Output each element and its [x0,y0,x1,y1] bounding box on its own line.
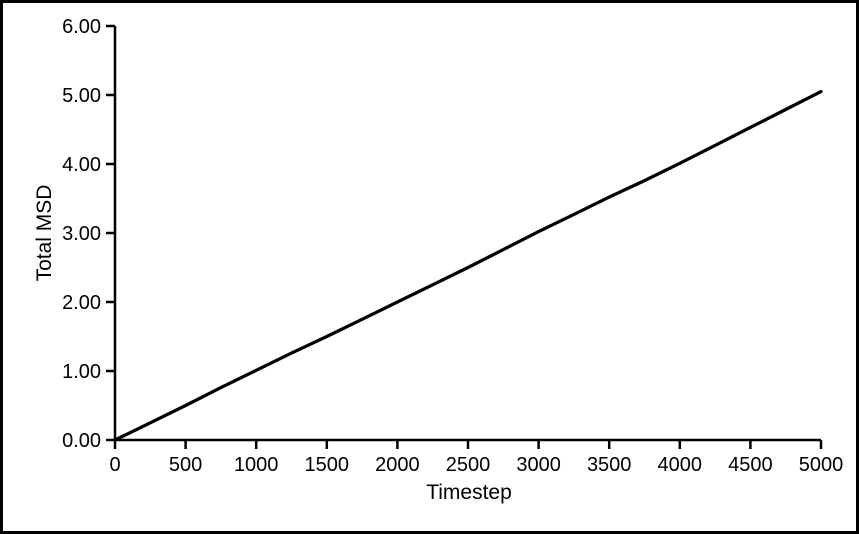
y-tick-label: 1.00 [62,361,101,383]
x-tick-label: 5000 [799,454,844,476]
y-tick-label: 5.00 [62,85,101,107]
x-tick-label: 1000 [234,454,279,476]
x-tick-label: 2000 [375,454,420,476]
x-tick-label: 1500 [305,454,350,476]
y-tick-label: 2.00 [62,292,101,314]
x-tick-label: 3500 [587,454,632,476]
x-axis-title: Timestep [426,481,512,504]
x-tick-label: 0 [109,454,120,476]
y-tick-label: 0.00 [62,430,101,452]
y-axis-title: Total MSD [33,184,56,282]
x-tick-label: 4000 [658,454,703,476]
x-tick-label: 3000 [516,454,561,476]
x-tick-label: 500 [169,454,202,476]
y-tick-label: 6.00 [62,16,101,38]
y-tick-label: 3.00 [62,223,101,245]
x-tick-label: 4500 [728,454,773,476]
series-line-total-msd [113,89,823,442]
msd-line-chart: 0 500 1000 1500 2000 2500 3000 3500 4000 4500 5000… [62,16,844,476]
x-tick-label: 2500 [446,454,491,476]
y-tick-label: 4.00 [62,154,101,176]
